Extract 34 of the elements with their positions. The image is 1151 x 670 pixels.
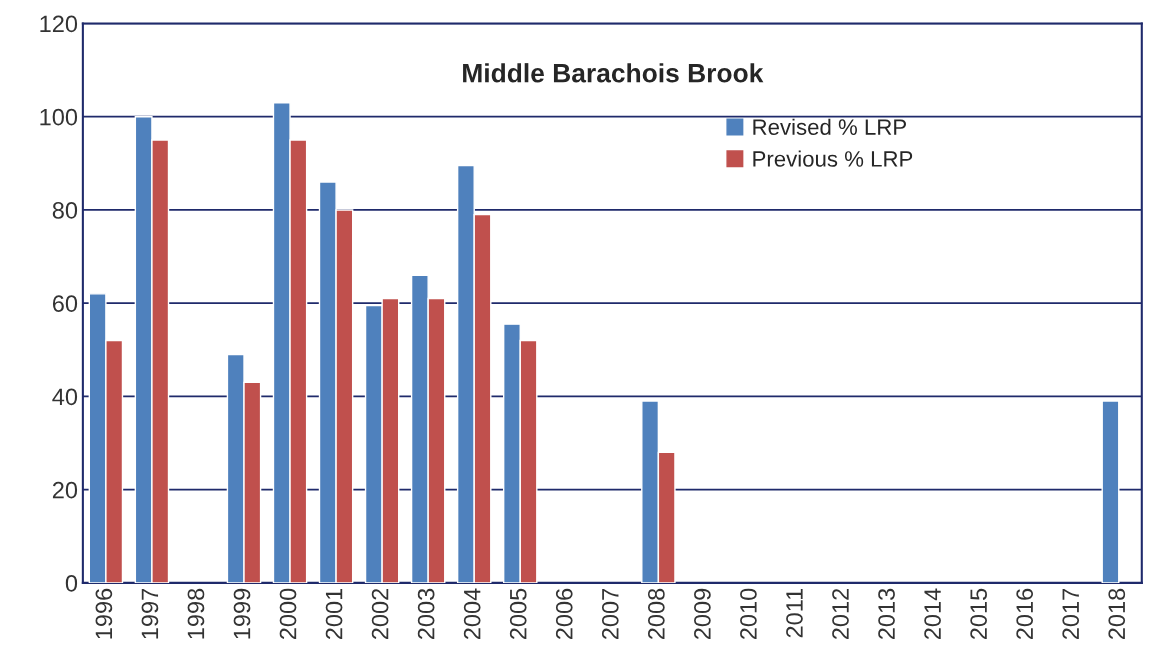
x-tick-label: 2011: [786, 588, 803, 638]
x-tick-label: 2001: [325, 588, 343, 640]
x-tick-label: 2004: [463, 588, 481, 640]
x-tick-label: 2018: [1108, 588, 1126, 640]
x-tick-label: 2013: [878, 588, 895, 640]
x-tick-label: 2014: [924, 588, 941, 640]
x-tick-label: 1996: [95, 588, 113, 639]
y-tick-label: 100: [40, 108, 78, 126]
legend-label: Previous % LRP: [753, 150, 913, 167]
x-tick-label: 2003: [417, 588, 435, 640]
y-tick-label: 40: [52, 388, 78, 406]
x-tick-label: 2017: [1062, 588, 1080, 640]
x-tick-label: 2009: [694, 588, 711, 640]
x-tick-label: 1999: [233, 588, 251, 639]
x-tick-label: 2010: [740, 588, 757, 640]
x-tick-label: 2007: [601, 588, 619, 640]
y-tick-label: 80: [52, 202, 78, 219]
y-tick-label: 120: [40, 15, 78, 33]
x-tick-label: 2006: [555, 588, 573, 640]
x-tick-label: 2002: [371, 588, 389, 640]
x-tick-label: 2015: [970, 588, 987, 640]
text: Middle Barachois Brook: [463, 63, 764, 83]
x-tick-label: 2012: [832, 588, 849, 640]
y-tick-label: 0: [65, 574, 78, 592]
x-tick-label: 2008: [647, 588, 665, 640]
x-tick-label: 2000: [279, 588, 297, 640]
x-tick-label: 1997: [141, 588, 159, 639]
y-tick-label: 20: [52, 481, 78, 499]
x-tick-label: 2016: [1016, 588, 1034, 640]
y-tick-label: 60: [52, 295, 78, 312]
bar: [1101, 400, 1120, 583]
legend-label: Revised % LRP: [753, 118, 907, 135]
x-tick-label: 1998: [187, 588, 205, 639]
x-tick-label: 2005: [509, 588, 527, 640]
